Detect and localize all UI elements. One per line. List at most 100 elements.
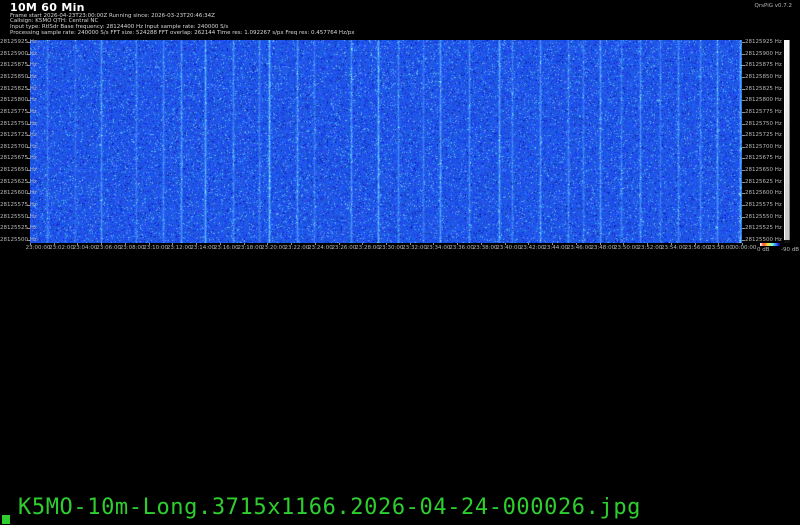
freq-label: 28125850 Hz xyxy=(745,73,782,80)
freq-tick xyxy=(742,158,745,160)
time-tick xyxy=(77,243,78,245)
freq-label: 28125575 Hz xyxy=(745,202,782,209)
time-label: 23:42:00 xyxy=(519,245,545,251)
freq-label: 28125850 Hz xyxy=(0,73,37,80)
freq-tick xyxy=(27,216,30,218)
time-tick xyxy=(172,243,173,245)
freq-label: 28125625 Hz xyxy=(745,178,782,185)
time-label: 23:46:00 xyxy=(566,245,592,251)
freq-label: 28125825 Hz xyxy=(745,85,782,92)
time-tick xyxy=(528,243,529,245)
freq-label: 28125625 Hz xyxy=(0,178,37,185)
time-tick xyxy=(220,243,221,245)
time-label: 23:30:00 xyxy=(378,245,404,251)
time-tick xyxy=(339,243,340,245)
freq-tick xyxy=(27,123,30,125)
freq-label: 28125650 Hz xyxy=(0,167,37,174)
app-version: QrsPiG v0.7.2 xyxy=(754,3,792,9)
time-label: 23:06:00 xyxy=(96,245,121,251)
time-label: 23:04:00 xyxy=(72,245,98,251)
time-tick xyxy=(386,243,387,245)
freq-label: 28125925 Hz xyxy=(745,39,782,45)
freq-label: 28125500 Hz xyxy=(745,237,782,243)
intensity-scale-bar-end xyxy=(784,240,790,243)
time-tick xyxy=(244,243,245,245)
freq-tick xyxy=(27,170,30,172)
freq-label: 28125900 Hz xyxy=(745,50,782,57)
time-label: 23:16:00 xyxy=(213,245,239,251)
freq-tick xyxy=(742,42,745,43)
time-label: 23:56:00 xyxy=(684,245,710,251)
freq-label: 28125575 Hz xyxy=(0,202,37,209)
freq-label: 28125775 Hz xyxy=(745,108,782,115)
freq-label: 28125700 Hz xyxy=(0,143,37,150)
freq-tick xyxy=(742,100,745,102)
time-label: 23:12:00 xyxy=(166,245,192,251)
intensity-scale-bar xyxy=(784,40,790,243)
time-label: 23:58:00 xyxy=(708,245,733,251)
freq-tick xyxy=(27,205,30,207)
header-line-callsign: Callsign: K5MO QTH: Central NC xyxy=(10,18,99,25)
spectrogram-canvas xyxy=(30,40,742,243)
time-tick xyxy=(362,243,363,245)
time-tick xyxy=(267,243,268,245)
freq-tick xyxy=(742,216,745,218)
header-line-processing: Processing sample rate: 240000 S/s FFT s… xyxy=(10,29,355,36)
freq-label: 28125825 Hz xyxy=(0,85,37,92)
freq-tick xyxy=(27,193,30,195)
db-min-label: -90 dB xyxy=(781,247,799,253)
time-label: 23:10:00 xyxy=(143,245,168,251)
time-label: 23:38:00 xyxy=(472,245,498,251)
time-tick xyxy=(125,243,126,245)
time-label: 23:02:00 xyxy=(49,245,74,251)
time-tick xyxy=(101,243,102,245)
freq-tick xyxy=(27,158,30,160)
freq-tick xyxy=(742,135,745,137)
palette-legend-strip xyxy=(760,243,780,246)
freq-tick xyxy=(27,100,30,102)
freq-tick xyxy=(27,53,30,55)
time-tick xyxy=(647,243,648,245)
freq-label: 28125750 Hz xyxy=(0,120,37,127)
time-tick xyxy=(315,243,316,245)
time-label: 23:54:00 xyxy=(661,245,686,251)
freq-tick xyxy=(27,88,30,90)
freq-label: 28125750 Hz xyxy=(745,120,782,127)
freq-label: 28125650 Hz xyxy=(745,167,782,174)
time-label: 23:24:00 xyxy=(308,245,333,251)
freq-label: 28125600 Hz xyxy=(0,190,37,197)
freq-label: 28125775 Hz xyxy=(0,108,37,115)
time-label: 23:52:00 xyxy=(637,245,663,251)
freq-tick xyxy=(742,88,745,90)
time-tick xyxy=(30,243,31,245)
header-line-frame-start: Frame start 2026-04-23T23:00:00Z Running… xyxy=(10,12,215,19)
freq-tick xyxy=(742,146,745,148)
freq-tick xyxy=(27,65,30,67)
time-tick xyxy=(481,243,482,245)
time-tick xyxy=(433,243,434,245)
freq-tick xyxy=(742,181,745,183)
time-tick xyxy=(54,243,55,245)
freq-label: 28125525 Hz xyxy=(0,225,37,232)
freq-tick xyxy=(27,111,30,113)
time-label: 23:14:00 xyxy=(190,245,216,251)
freq-label: 28125875 Hz xyxy=(745,62,782,69)
freq-label: 28125900 Hz xyxy=(0,50,37,57)
time-label: 23:18:00 xyxy=(237,245,263,251)
header-info: Frame start 2026-04-23T23:00:00Z Running… xyxy=(10,12,355,37)
freq-label: 28125800 Hz xyxy=(745,97,782,104)
spectrogram-plot xyxy=(30,40,742,243)
freq-tick xyxy=(27,42,30,43)
time-label: 23:22:00 xyxy=(284,245,310,251)
freq-tick xyxy=(742,111,745,113)
time-tick xyxy=(623,243,624,245)
header-line-input: Input type: RtlSdr Base frequency: 28124… xyxy=(10,23,229,30)
time-tick xyxy=(600,243,601,245)
console-cursor xyxy=(2,515,10,524)
time-label: 23:34:00 xyxy=(425,245,451,251)
time-tick xyxy=(742,243,743,245)
freq-tick xyxy=(27,181,30,183)
time-tick xyxy=(552,243,553,245)
freq-label: 28125550 Hz xyxy=(0,213,37,220)
freq-label: 28125500 Hz xyxy=(0,237,37,243)
